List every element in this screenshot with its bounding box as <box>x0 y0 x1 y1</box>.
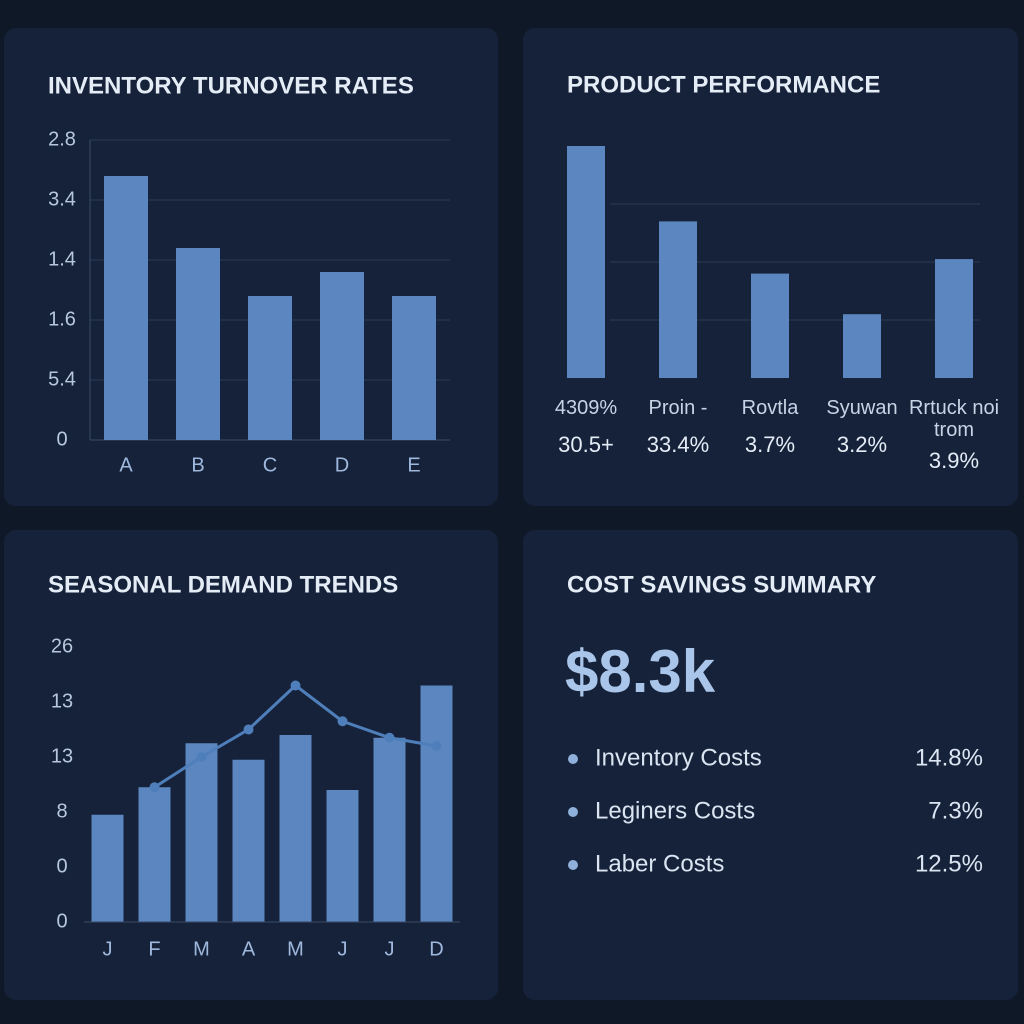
item-value: 12.5% <box>915 850 983 877</box>
y-tick-label: 1.4 <box>48 248 76 270</box>
y-tick-label: 13 <box>51 690 73 712</box>
value-annotation: 3.2% <box>837 432 887 457</box>
x-tick-label: M <box>193 938 210 960</box>
x-tick-label: E <box>407 454 420 476</box>
x-tick-label: J <box>103 938 113 960</box>
panel <box>523 530 1018 1000</box>
bar <box>392 296 436 440</box>
panel-title: PRODUCT PERFORMANCE <box>567 71 880 98</box>
item-value: 14.8% <box>915 744 983 771</box>
trend-point <box>243 724 254 735</box>
panel-title: INVENTORY TURNOVER RATES <box>48 72 414 99</box>
bar <box>326 790 359 922</box>
panel-title: COST SAVINGS SUMMARY <box>567 571 876 598</box>
category-label: Rovtla <box>741 397 799 419</box>
bar <box>373 737 406 922</box>
value-annotation: 3.7% <box>745 432 795 457</box>
bar <box>248 296 292 440</box>
bar <box>138 787 171 922</box>
bar <box>232 759 265 922</box>
bar <box>104 176 148 440</box>
bar <box>91 814 124 922</box>
y-tick-label: 13 <box>51 745 73 767</box>
trend-point <box>384 732 395 743</box>
bar <box>320 272 364 440</box>
x-tick-label: B <box>191 454 204 476</box>
x-tick-label: J <box>385 938 395 960</box>
summary-total: $8.3k <box>565 638 716 705</box>
x-tick-label: M <box>287 938 304 960</box>
panel-title: SEASONAL DEMAND TRENDS <box>48 571 398 598</box>
y-tick-label: 8 <box>56 800 67 822</box>
x-tick-label: D <box>429 938 443 960</box>
value-annotation: 3.9% <box>929 448 979 473</box>
trend-point <box>196 752 207 762</box>
item-label: Leginers Costs <box>595 797 755 824</box>
panel <box>523 28 1018 506</box>
bar <box>279 735 312 922</box>
trend-point <box>337 716 348 727</box>
item-value: 7.3% <box>928 797 983 824</box>
category-label: Syuwan <box>826 397 898 419</box>
bullet <box>568 754 578 764</box>
value-annotation: 33.4% <box>647 432 709 457</box>
item-label: Laber Costs <box>595 850 724 877</box>
bar <box>843 314 881 378</box>
trend-point <box>431 741 442 751</box>
y-tick-label: 0 <box>56 428 67 450</box>
x-tick-label: D <box>335 454 349 476</box>
value-annotation: 30.5+ <box>558 432 614 457</box>
bullet <box>568 807 578 817</box>
x-tick-label: F <box>148 938 160 960</box>
bar <box>420 685 453 922</box>
x-tick-label: J <box>338 938 348 960</box>
category-label: Rrtuck noi trom <box>908 397 1000 441</box>
y-tick-label: 3.4 <box>48 188 76 210</box>
x-tick-label: A <box>119 454 133 476</box>
bar <box>185 743 218 922</box>
y-tick-label: 26 <box>51 635 73 657</box>
x-tick-label: C <box>263 454 277 476</box>
y-tick-label: 0 <box>56 910 67 932</box>
trend-point <box>290 680 301 691</box>
bar <box>659 221 697 378</box>
category-label: 4309% <box>554 397 618 419</box>
x-tick-label: A <box>242 938 256 960</box>
bar <box>567 146 605 378</box>
category-label: Proin - <box>648 397 708 419</box>
trend-point <box>149 782 160 793</box>
item-label: Inventory Costs <box>595 744 762 771</box>
y-tick-label: 0 <box>56 855 67 877</box>
bullet <box>568 860 578 870</box>
y-tick-label: 5.4 <box>48 368 76 390</box>
bar <box>935 259 973 378</box>
bar <box>751 273 789 378</box>
y-tick-label: 2.8 <box>48 128 76 150</box>
y-tick-label: 1.6 <box>48 308 76 330</box>
bar <box>176 248 220 440</box>
